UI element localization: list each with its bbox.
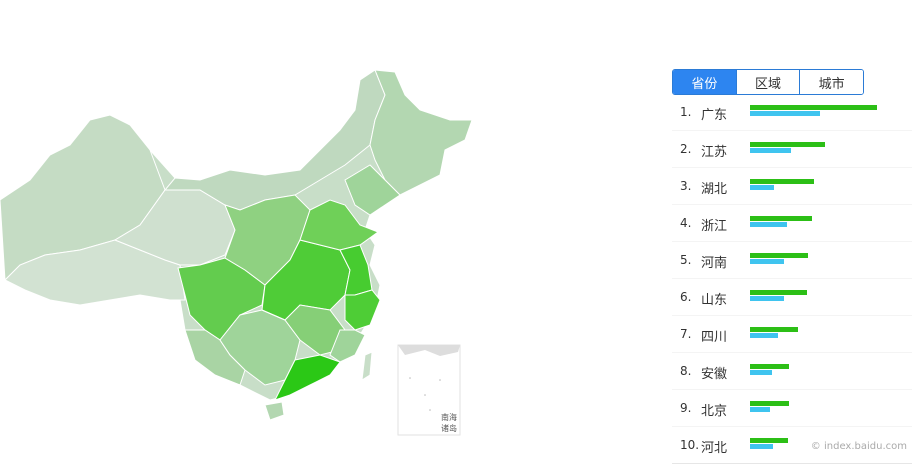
bar-green: [750, 364, 790, 369]
bar-blue: [750, 296, 785, 301]
ranking-list: 1. 广东 2. 江苏 3. 湖北 4. 浙江 5. 河南 6. 山东 7. 四川 8. 安徽 9. 北京 10. 河…: [672, 94, 912, 464]
ranking-row[interactable]: 6. 山东: [672, 279, 912, 316]
bar-green: [750, 216, 813, 221]
rank-number: 9.: [680, 401, 692, 415]
bar-blue: [750, 148, 791, 153]
bar-green: [750, 253, 809, 258]
region-fujian: [329, 329, 366, 363]
bar-green: [750, 290, 808, 295]
rank-number: 6.: [680, 290, 692, 304]
bar-blue: [750, 407, 771, 412]
province-name: 广东: [701, 108, 728, 123]
province-name: 河北: [701, 441, 728, 456]
bar-blue: [750, 111, 820, 116]
ranking-row[interactable]: 2. 江苏: [672, 131, 912, 168]
bar-green: [750, 401, 790, 406]
ranking-row[interactable]: 4. 浙江: [672, 205, 912, 242]
region-taiwan: [361, 351, 373, 381]
bar-green: [750, 105, 877, 110]
ranking-tabs: 省份 区域 城市: [672, 69, 864, 95]
region-shandong: [299, 199, 380, 251]
ranking-row[interactable]: 1. 广东: [672, 94, 912, 131]
province-name: 山东: [701, 293, 728, 308]
inset-label-line1: 南海: [441, 412, 457, 422]
region-liaoning: [344, 164, 401, 216]
rank-number: 5.: [680, 253, 692, 267]
region-zhejiang: [344, 289, 381, 331]
province-name: 河南: [701, 256, 728, 271]
region-hainan: [264, 401, 285, 421]
region-northeast: [369, 69, 473, 196]
tab-region[interactable]: 区域: [735, 70, 800, 94]
bar-green: [750, 179, 814, 184]
bar-blue: [750, 259, 785, 264]
province-name: 湖北: [701, 182, 728, 197]
rank-number: 2.: [680, 142, 692, 156]
ranking-row[interactable]: 8. 安徽: [672, 353, 912, 390]
bar-blue: [750, 222, 787, 227]
province-name: 四川: [701, 330, 728, 345]
region-guangdong: [274, 354, 341, 401]
rank-number: 1.: [680, 105, 692, 119]
rank-number: 10.: [680, 438, 700, 452]
inset-label-line2: 诸岛: [441, 423, 457, 433]
ranking-row[interactable]: 7. 四川: [672, 316, 912, 353]
watermark: © index.baidu.com: [810, 441, 907, 452]
province-name: 北京: [701, 404, 728, 419]
rank-number: 7.: [680, 327, 692, 341]
bar-green: [750, 438, 789, 443]
region-qinghai: [113, 189, 236, 266]
province-name: 安徽: [701, 367, 728, 382]
rank-number: 4.: [680, 216, 692, 230]
bar-green: [750, 327, 799, 332]
region-sichuan: [177, 257, 266, 341]
rank-number: 3.: [680, 179, 692, 193]
ranking-row[interactable]: 3. 湖北: [672, 168, 912, 205]
bar-blue: [750, 444, 773, 449]
province-name: 江苏: [701, 145, 728, 160]
south-china-sea-inset: 南海 诸岛: [397, 344, 461, 436]
ranking-row[interactable]: 9. 北京: [672, 390, 912, 427]
ranking-row[interactable]: 5. 河南: [672, 242, 912, 279]
bar-blue: [750, 185, 775, 190]
tab-city[interactable]: 城市: [799, 70, 863, 94]
bar-green: [750, 142, 825, 147]
tab-province[interactable]: 省份: [673, 70, 736, 94]
china-map: 南海 诸岛: [0, 69, 473, 436]
province-name: 浙江: [701, 219, 728, 234]
rank-number: 8.: [680, 364, 692, 378]
bar-blue: [750, 333, 778, 338]
bar-blue: [750, 370, 772, 375]
